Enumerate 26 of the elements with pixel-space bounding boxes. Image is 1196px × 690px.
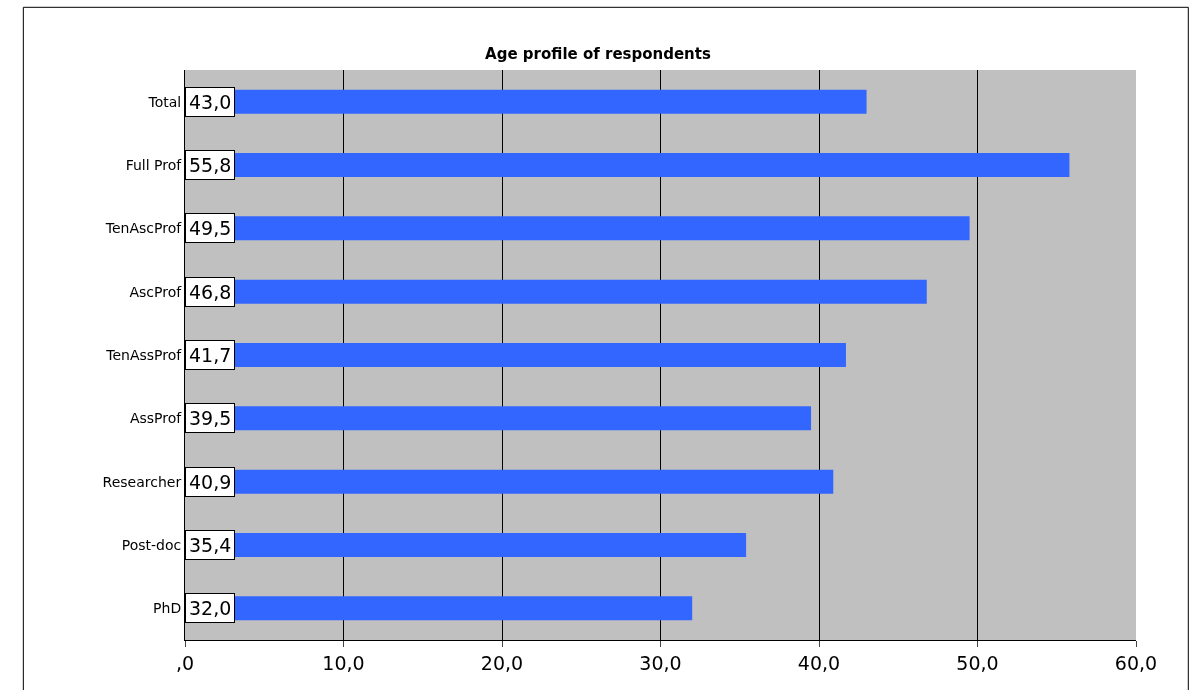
y-tick-label: PhD bbox=[153, 600, 182, 617]
y-tick-label: AscProf bbox=[129, 283, 183, 300]
y-tick-label: TenAscProf bbox=[104, 220, 183, 237]
data-label: 49,5 bbox=[189, 217, 232, 239]
y-tick-label: Post-doc bbox=[121, 536, 182, 553]
y-tick-label: Total bbox=[147, 93, 182, 110]
y-tick-label: AssProf bbox=[129, 410, 183, 427]
data-label: 32,0 bbox=[189, 597, 232, 619]
x-tick-label: ,0 bbox=[175, 651, 195, 674]
y-tick-label: TenAssProf bbox=[105, 346, 183, 363]
data-label: 46,8 bbox=[189, 281, 232, 303]
x-tick-label: 30,0 bbox=[639, 651, 682, 674]
data-label: 55,8 bbox=[189, 154, 232, 176]
x-tick-label: 20,0 bbox=[480, 651, 524, 674]
x-tick-label: 40,0 bbox=[797, 651, 841, 674]
data-label: 41,7 bbox=[189, 344, 232, 366]
data-label: 35,4 bbox=[189, 534, 232, 556]
x-tick-label: 60,0 bbox=[1114, 651, 1158, 674]
data-label: 40,9 bbox=[189, 471, 232, 493]
data-label: 39,5 bbox=[189, 407, 232, 429]
chart-title: Age profile of respondents bbox=[485, 44, 711, 63]
data-label: 43,0 bbox=[189, 91, 232, 113]
y-tick-label: Full Prof bbox=[125, 156, 183, 173]
x-tick-label: 10,0 bbox=[322, 651, 365, 674]
x-tick-label: 50,0 bbox=[956, 651, 999, 674]
y-tick-label: Researcher bbox=[102, 473, 182, 490]
